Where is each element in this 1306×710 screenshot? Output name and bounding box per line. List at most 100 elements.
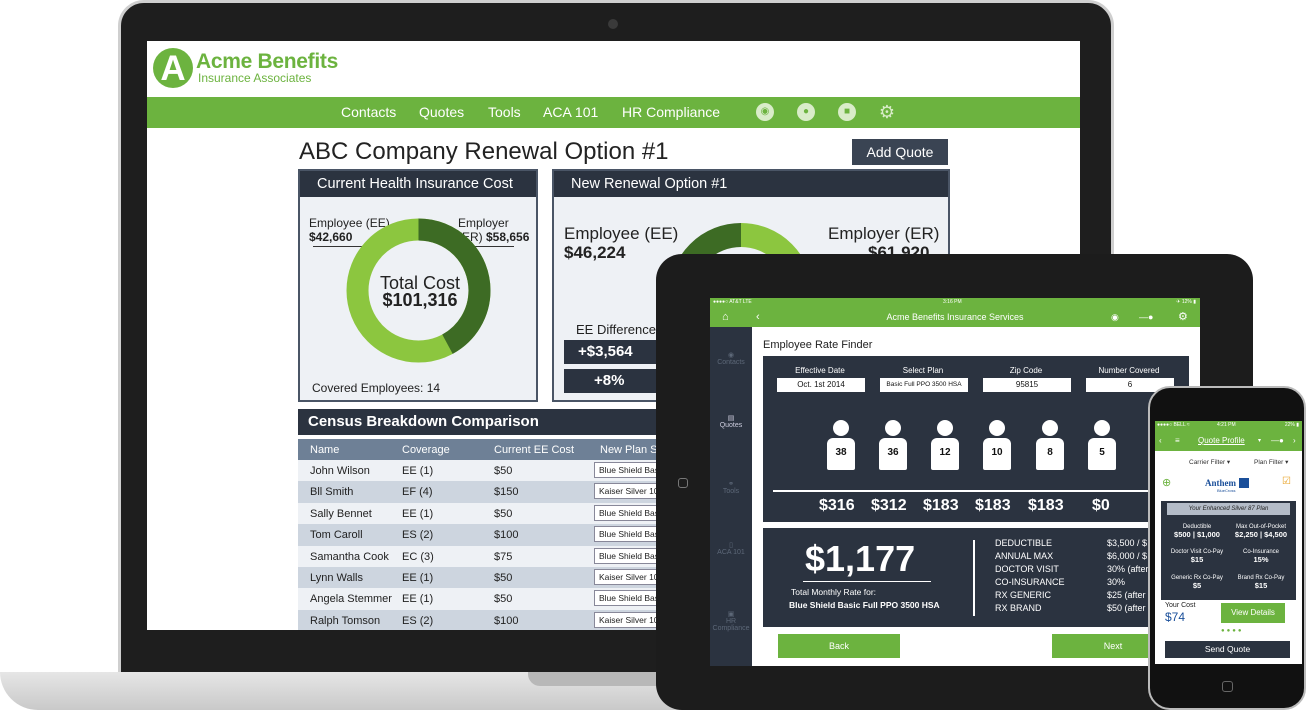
phone-home-button[interactable] bbox=[1222, 681, 1233, 692]
brand-name: Acme Benefits bbox=[196, 50, 338, 73]
gear-icon[interactable]: ⚙ bbox=[878, 102, 896, 122]
row-cost: $150 bbox=[494, 486, 519, 499]
total-monthly-rate: $1,177 bbox=[805, 538, 916, 579]
row-plan-select[interactable]: Kaiser Silver 10 bbox=[594, 568, 674, 585]
detail-key: ANNUAL MAX bbox=[995, 551, 1054, 561]
cell-label: Co-Insurance bbox=[1242, 549, 1280, 555]
camera-icon[interactable]: ◉ bbox=[1111, 312, 1119, 322]
chat-icon[interactable]: ● bbox=[797, 103, 815, 121]
doctor-visit-cell: Doctor Visit Co-Pay $15 bbox=[1167, 548, 1227, 565]
row-coverage: EC (3) bbox=[402, 550, 434, 563]
bluecross-icon bbox=[1239, 478, 1249, 488]
person-icon: 12 bbox=[931, 420, 959, 470]
sidebar-item-aca[interactable]: ▯ ACA 101 bbox=[710, 541, 752, 556]
age-label: 5 bbox=[1088, 438, 1116, 470]
carrier-filter-label: Carrier Filter bbox=[1189, 459, 1226, 466]
ee-difference-percent: +8% bbox=[564, 369, 660, 393]
nav-aca-101[interactable]: ACA 101 bbox=[543, 104, 599, 120]
detail-value: 30% (after bbox=[1107, 564, 1149, 574]
row-plan-select[interactable]: Kaiser Silver 10 bbox=[594, 483, 674, 500]
row-coverage: EE (1) bbox=[402, 465, 434, 477]
sidebar-item-tools[interactable]: ⚭ Tools bbox=[710, 480, 752, 495]
rate-value: $183 bbox=[1028, 497, 1064, 514]
sidebar-item-hr[interactable]: ▣ HR Compliance bbox=[710, 610, 752, 632]
forward-chevron-icon[interactable]: › bbox=[1293, 436, 1296, 445]
ee-leader-line bbox=[313, 246, 383, 247]
cell-label: Deductible bbox=[1182, 524, 1212, 530]
detail-key: CO-INSURANCE bbox=[995, 577, 1065, 587]
back-button[interactable]: Back bbox=[778, 634, 900, 658]
detail-value: $6,000 / $ bbox=[1107, 551, 1148, 561]
col-name[interactable]: Name bbox=[310, 444, 340, 456]
row-coverage: ES (2) bbox=[402, 529, 434, 542]
pagination-dots[interactable]: ●●●● bbox=[1221, 628, 1244, 634]
zip-code-input[interactable]: 95815 bbox=[983, 378, 1071, 392]
sidebar-label: Contacts bbox=[717, 359, 745, 366]
row-coverage: EE (1) bbox=[402, 593, 434, 606]
field-label: Effective Date bbox=[795, 366, 845, 375]
cell-value: $500 | $1,000 bbox=[1174, 530, 1220, 539]
effective-date-input[interactable]: Oct. 1st 2014 bbox=[777, 378, 865, 392]
laptop-notch bbox=[528, 672, 698, 686]
brand-tagline: Insurance Associates bbox=[198, 71, 312, 85]
plan-card: Your Enhanced Silver 87 Plan Deductible $… bbox=[1161, 501, 1296, 644]
row-plan-select[interactable]: Blue Shield Bas bbox=[594, 526, 674, 543]
send-quote-button[interactable]: Send Quote bbox=[1165, 641, 1290, 658]
checkbox-icon[interactable]: ☑ bbox=[1282, 476, 1291, 487]
view-details-button[interactable]: View Details bbox=[1221, 603, 1285, 623]
tablet-screen: ●●●●○ AT&T LTE 3:16 PM ✈ 12% ▮ ⌂ ‹ Acme … bbox=[710, 298, 1200, 666]
sidebar-item-contacts[interactable]: ◉ Contacts bbox=[710, 351, 752, 366]
nav-tools[interactable]: Tools bbox=[488, 104, 521, 120]
phone-screen: ●●●●○ BELL ≈ 4:21 PM 22% ▮ ‹ ≡ Quote Pro… bbox=[1155, 421, 1302, 664]
age-label: 12 bbox=[931, 438, 959, 470]
camera-icon[interactable]: ◉ bbox=[756, 103, 774, 121]
nav-hr-compliance[interactable]: HR Compliance bbox=[622, 104, 721, 120]
row-cost: $100 bbox=[494, 529, 519, 542]
nav-quotes[interactable]: Quotes bbox=[419, 104, 465, 120]
er-leader-line bbox=[454, 246, 514, 247]
phone-app-bar: ‹ ≡ Quote Profile ▾ —● › bbox=[1155, 431, 1302, 451]
number-covered-input[interactable]: 6 bbox=[1086, 378, 1174, 392]
row-coverage: EF (4) bbox=[402, 486, 433, 499]
toggle-icon[interactable]: —● bbox=[1271, 436, 1284, 445]
plan-filter[interactable]: Plan Filter ▾ bbox=[1254, 459, 1289, 466]
home-icon[interactable]: ⌂ bbox=[722, 311, 729, 323]
chevron-down-icon[interactable]: ▾ bbox=[1258, 438, 1262, 444]
field-label: Select Plan bbox=[902, 366, 944, 375]
toggle-icon[interactable]: —● bbox=[1139, 312, 1154, 322]
field-label: Number Covered bbox=[1098, 366, 1160, 375]
row-name: Ralph Tomson bbox=[310, 614, 381, 627]
person-icon: 36 bbox=[879, 420, 907, 470]
back-chevron-icon[interactable]: ‹ bbox=[1159, 436, 1162, 445]
current-ee-label: Employee (EE) bbox=[309, 216, 390, 230]
back-chevron-icon[interactable]: ‹ bbox=[756, 311, 760, 323]
tablet-home-button[interactable] bbox=[678, 478, 688, 488]
lock-icon: ▣ bbox=[727, 611, 735, 618]
col-current-ee-cost[interactable]: Current EE Cost bbox=[494, 444, 575, 456]
coinsurance-cell: Co-Insurance 15% bbox=[1231, 548, 1291, 565]
clipboard-icon: ▯ bbox=[729, 542, 733, 549]
phone-time: 4:21 PM bbox=[1217, 422, 1236, 428]
select-plan-dropdown[interactable]: Basic Full PPO 3500 HSA bbox=[880, 378, 968, 392]
quote-profile-title[interactable]: Quote Profile bbox=[1198, 436, 1245, 445]
row-plan-select[interactable]: Blue Shield Bas bbox=[594, 590, 674, 607]
sidebar-item-quotes[interactable]: ▤ Quotes bbox=[710, 414, 752, 429]
cost-strip: Your Cost $74 View Details ●●●● bbox=[1161, 600, 1296, 644]
row-name: Samantha Cook bbox=[310, 550, 389, 563]
col-new-plan[interactable]: New Plan Se bbox=[600, 444, 664, 456]
carrier-filter[interactable]: Carrier Filter ▾ bbox=[1189, 459, 1231, 466]
current-donut bbox=[346, 218, 491, 363]
video-icon[interactable]: ■ bbox=[838, 103, 856, 121]
nav-contacts[interactable]: Contacts bbox=[341, 104, 397, 120]
gear-icon[interactable]: ⚙ bbox=[1178, 311, 1188, 323]
sidebar-label: Tools bbox=[722, 488, 740, 495]
zoom-icon[interactable]: ⊕ bbox=[1162, 477, 1172, 489]
col-coverage[interactable]: Coverage bbox=[402, 444, 450, 456]
anthem-logo: Anthem bbox=[1205, 478, 1236, 488]
menu-icon[interactable]: ≡ bbox=[1175, 436, 1180, 445]
tablet-sidebar: ◉ Contacts ▤ Quotes ⚭ Tools ▯ ACA 101 ▣ HR Co… bbox=[710, 327, 752, 666]
add-quote-button[interactable]: Add Quote bbox=[852, 139, 948, 165]
acme-logo[interactable]: A bbox=[153, 48, 193, 88]
tablet-battery: ✈ 12% ▮ bbox=[1176, 299, 1196, 305]
row-plan-select[interactable]: Blue Shield Bas bbox=[594, 547, 674, 564]
